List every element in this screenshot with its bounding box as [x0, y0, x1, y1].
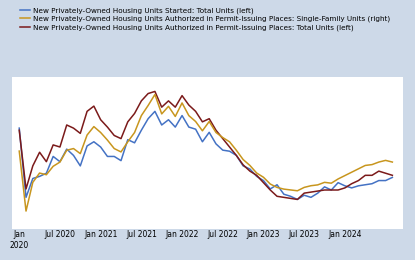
Legend: New Privately-Owned Housing Units Started: Total Units (left), New Privately-Own: New Privately-Owned Housing Units Starte… [20, 7, 390, 31]
